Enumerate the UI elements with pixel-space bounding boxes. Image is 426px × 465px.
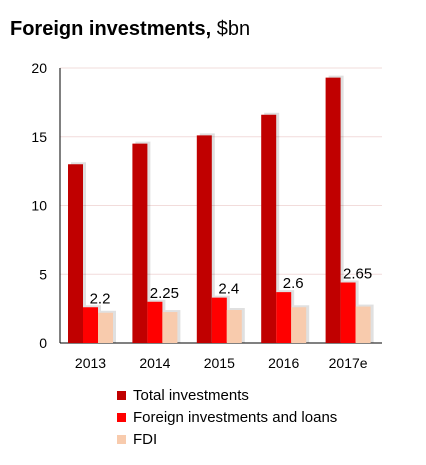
- y-tick-label: 15: [31, 129, 47, 145]
- legend-item: Total investments: [117, 384, 337, 406]
- x-tick-label: 2016: [268, 355, 299, 371]
- bar-fdi: [98, 312, 113, 343]
- bar-fdi: [355, 306, 371, 343]
- y-tick-label: 0: [39, 335, 47, 351]
- bar-total-investments: [325, 77, 341, 343]
- data-label: 2.4: [218, 281, 239, 298]
- data-label: 2.65: [343, 266, 372, 283]
- x-tick-label: 2013: [75, 355, 106, 371]
- legend-swatch: [117, 390, 126, 400]
- legend-item: FDI: [117, 428, 337, 450]
- bar-foreign-investments-and-loans: [211, 297, 227, 343]
- x-tick-label: 2017e: [329, 355, 368, 371]
- bar-foreign-investments-and-loans: [147, 301, 163, 343]
- x-tick-label: 2015: [204, 355, 235, 371]
- legend-swatch: [117, 412, 126, 422]
- legend-item: Foreign investments and loans: [117, 406, 337, 428]
- bar-fdi: [291, 307, 307, 343]
- y-tick-label: 5: [39, 266, 47, 282]
- x-tick-label: 2014: [139, 355, 170, 371]
- bar-total-investments: [196, 135, 212, 343]
- chart-title-unit: $bn: [216, 18, 251, 40]
- bar-fdi: [226, 310, 242, 343]
- chart-canvas: 0 5 10 15 20 2.2 2013 2.25 2014 2.4 2015 2.6 2016 2.6…: [31, 60, 382, 371]
- bar-total-investments: [132, 143, 148, 343]
- legend-swatch: [117, 434, 126, 444]
- legend-label: Total investments: [133, 386, 249, 404]
- chart-title-main: Foreign investments,: [10, 18, 212, 40]
- data-label: 2.6: [283, 275, 304, 292]
- y-tick-label: 10: [31, 198, 47, 214]
- bar-foreign-investments-and-loans: [276, 292, 292, 343]
- legend-label: FDI: [133, 430, 158, 448]
- legend-label: Foreign investments and loans: [133, 408, 338, 426]
- bar-total-investments: [261, 114, 277, 343]
- bar-total-investments: [68, 164, 83, 343]
- bar-foreign-investments-and-loans: [83, 307, 98, 343]
- data-label: 2.25: [150, 285, 179, 302]
- chart-legend: Total investments Foreign investments and…: [117, 384, 337, 450]
- chart-title: Foreign investments, $bn: [10, 18, 250, 41]
- bar-foreign-investments-and-loans: [340, 282, 356, 343]
- y-tick-label: 20: [31, 60, 47, 76]
- bar-fdi: [162, 312, 178, 343]
- data-label: 2.2: [90, 290, 111, 307]
